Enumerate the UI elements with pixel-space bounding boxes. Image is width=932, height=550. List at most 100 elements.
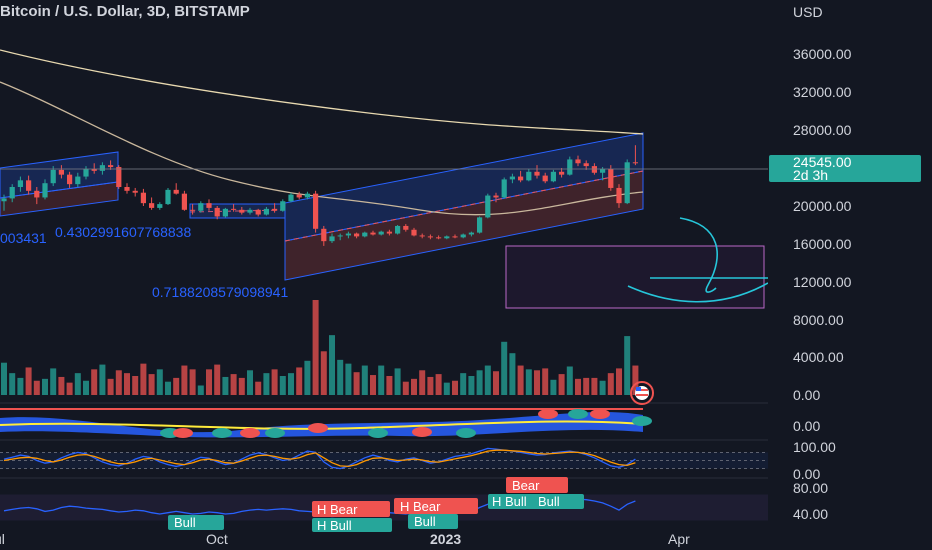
candle-body [272, 208, 278, 211]
candle-body [427, 236, 433, 238]
ribbon-dot [412, 427, 432, 437]
volume-bar [50, 368, 57, 395]
candle-body [34, 190, 40, 198]
candle-body [255, 209, 261, 215]
ribbon-dot [308, 423, 328, 433]
ribbon-dot [265, 428, 285, 438]
volume-bar [378, 365, 385, 395]
fib-label-left: 003431 [0, 230, 47, 246]
volume-tick: 0.00 [793, 387, 820, 403]
osc-tick: 100.00 [793, 439, 836, 455]
price-tick: 16000.00 [793, 236, 852, 252]
volume-bar [402, 381, 409, 395]
candle-body [50, 169, 56, 184]
last-price-tag: 24545.00 2d 3h [769, 154, 921, 183]
ribbon-tick: 0.00 [793, 418, 820, 434]
time-tick: ul [0, 531, 5, 547]
volume-bar [148, 374, 155, 395]
candle-body [108, 165, 114, 168]
candle-body [124, 187, 130, 191]
volume-bar [58, 376, 65, 395]
ribbon-dot [568, 409, 588, 419]
volume-bar [206, 369, 212, 395]
volume-bar [419, 370, 426, 395]
fib-label-1: 0.4302991607768838 [55, 224, 191, 240]
volume-bar [296, 367, 303, 395]
candle-body [321, 228, 327, 242]
candle-body [485, 195, 491, 218]
candle-body [411, 229, 417, 236]
volume-bar [25, 367, 32, 395]
channel-midline [284, 170, 644, 242]
candle-body [222, 208, 228, 217]
ribbon-line [0, 420, 644, 430]
candle-body [190, 209, 196, 211]
candle-body [403, 225, 409, 230]
candle-body [239, 209, 245, 213]
candle-body [468, 232, 474, 235]
candle-body [616, 187, 622, 204]
volume-bar [427, 376, 434, 395]
volume-bar [394, 368, 401, 395]
volume-bar [386, 376, 393, 395]
candle-body [345, 233, 351, 236]
signal-bull-3: Bull [538, 494, 560, 509]
ribbon-dot [173, 428, 193, 438]
volume-bar [616, 368, 622, 395]
price-axis[interactable]: 36000.0032000.0028000.0024000.0020000.00… [793, 46, 852, 522]
volume-bar [624, 336, 631, 395]
volume-bar [263, 373, 270, 395]
candle-body [313, 193, 319, 229]
candle-body [263, 208, 269, 215]
volume-bar [1, 362, 7, 395]
candle-body [559, 171, 565, 175]
volume-bar [312, 300, 319, 395]
ma-short-line [0, 81, 644, 216]
signal-h-bull-1: H Bull [317, 518, 352, 533]
signal-bull-1: Bull [174, 515, 196, 530]
volume-bar [345, 363, 352, 395]
us-flag-icon[interactable] [630, 381, 654, 405]
volume-bar [271, 369, 278, 395]
volume-bar [558, 374, 565, 395]
volume-bar [107, 378, 114, 395]
candle-body [395, 225, 401, 234]
volume-bar [599, 380, 606, 395]
volume-bars [1, 300, 639, 395]
time-axis[interactable]: ul Oct 2023 Apr [0, 531, 690, 547]
price-tick: 8000.00 [793, 312, 844, 328]
candle-body [140, 192, 146, 204]
osc-line-b [3, 449, 636, 468]
candle-body [198, 203, 204, 211]
osc-tick: 0.00 [793, 466, 820, 482]
candle-body [173, 189, 179, 194]
candle-body [58, 169, 64, 175]
volume-bar [452, 380, 458, 395]
candle-body [600, 168, 606, 173]
oscillator-pane [0, 408, 768, 470]
volume-bar [468, 376, 475, 395]
volume-bar [542, 368, 549, 395]
volume-bar [197, 385, 204, 395]
ribbon-dot [212, 428, 232, 438]
volume-bar [132, 376, 139, 395]
volume-bar [247, 370, 253, 395]
candle-body [165, 189, 171, 205]
candle-body [608, 168, 614, 188]
candle-body [509, 176, 515, 180]
volume-bar [411, 378, 417, 395]
volume-bar [124, 373, 130, 395]
volume-tick: 4000.00 [793, 349, 844, 365]
currency-label: USD [793, 4, 823, 20]
candle-body [296, 194, 302, 198]
candle-body [304, 193, 310, 198]
candle-body [75, 176, 81, 185]
signal-h-bear-2: H Bear [400, 499, 441, 514]
price-tick: 12000.00 [793, 274, 852, 290]
left-channel-lower [0, 181, 119, 217]
candle-body [436, 237, 442, 239]
volume-bar [99, 364, 106, 395]
candle-body [157, 204, 163, 208]
candle-body [477, 217, 483, 233]
